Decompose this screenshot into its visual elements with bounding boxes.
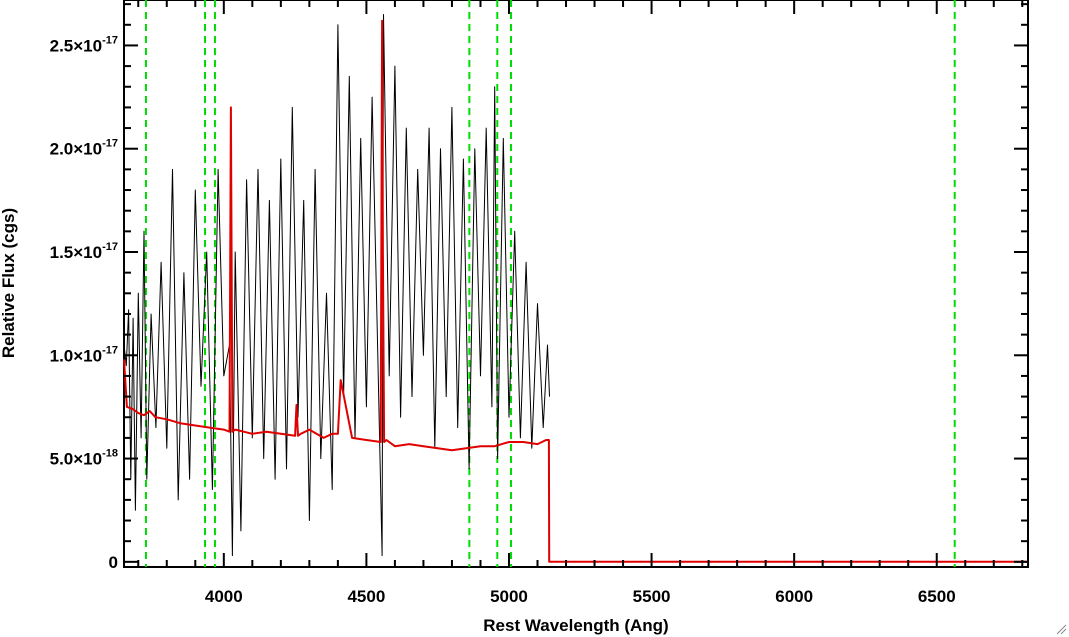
- plot-frame: [123, 0, 1029, 568]
- y-tick-label: 1.0×10-17: [50, 344, 118, 365]
- x-axis-ticks: 4000 4500 5000 5500 6000 6500: [137, 0, 1024, 606]
- y-tick-label: 0: [109, 553, 118, 572]
- y-axis-ticks: 0 5.0×10-18 1.0×10-17 1.5×10-17 2.0×10-17 2.5…: [50, 3, 1028, 572]
- y-tick-label: 2.5×10-17: [50, 34, 118, 55]
- model-line: [123, 19, 1028, 563]
- x-tick-label: 5000: [490, 587, 528, 606]
- resize-grip-icon[interactable]: [1055, 623, 1067, 635]
- x-tick-label: 5500: [633, 587, 671, 606]
- y-tick-label: 2.0×10-17: [50, 138, 118, 159]
- x-axis-label: Rest Wavelength (Ang): [483, 616, 668, 635]
- reference-lines: [144, 0, 956, 567]
- x-tick-label: 4500: [347, 587, 385, 606]
- spectrum-series: [123, 14, 1028, 563]
- y-tick-label: 5.0×10-18: [50, 448, 118, 469]
- y-axis-label: Relative Flux (cgs): [0, 208, 18, 358]
- x-tick-label: 6500: [918, 587, 956, 606]
- x-tick-label: 4000: [205, 587, 243, 606]
- y-tick-label: 1.5×10-17: [50, 241, 118, 262]
- x-tick-label: 6000: [775, 587, 813, 606]
- spectrum-line: [123, 14, 550, 557]
